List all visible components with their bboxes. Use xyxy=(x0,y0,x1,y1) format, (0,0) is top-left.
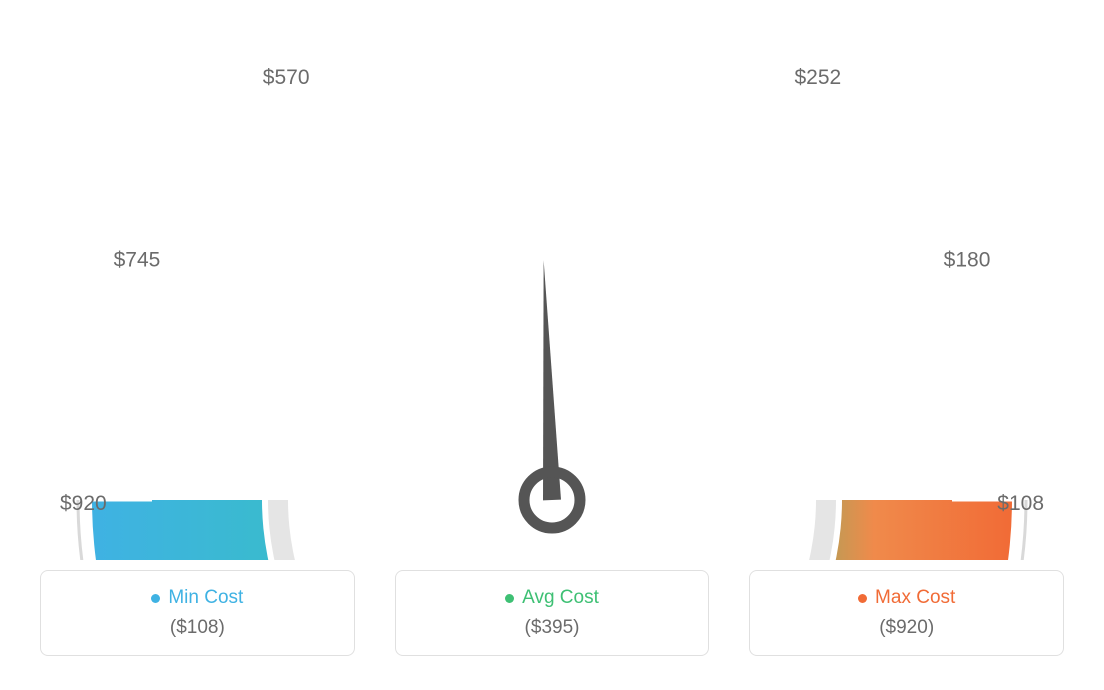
legend-title-text: Max Cost xyxy=(875,587,955,609)
gauge-tick-label: $570 xyxy=(263,66,310,89)
legend-title: Avg Cost xyxy=(505,587,599,609)
gauge-tick-label: $252 xyxy=(794,66,841,89)
gauge-tick-label: $745 xyxy=(114,249,161,272)
legend-dot xyxy=(858,594,867,603)
gauge-tick-label: $180 xyxy=(944,249,991,272)
gauge-needle xyxy=(543,260,561,500)
gauge-chart: $108$180$252$395$570$745$920 xyxy=(0,0,1104,560)
legend-value: ($395) xyxy=(406,617,699,639)
legend-value: ($108) xyxy=(51,617,344,639)
gauge-tick-label: $920 xyxy=(60,492,107,515)
legend-card: Avg Cost ($395) xyxy=(395,570,710,656)
legend-row: Min Cost ($108) Avg Cost ($395) Max Cost ($92… xyxy=(0,570,1104,656)
legend-title: Max Cost xyxy=(858,587,955,609)
legend-card: Max Cost ($920) xyxy=(749,570,1064,656)
legend-card: Min Cost ($108) xyxy=(40,570,355,656)
gauge-tick-label: $108 xyxy=(997,492,1044,515)
legend-title: Min Cost xyxy=(151,587,243,609)
legend-title-text: Avg Cost xyxy=(522,587,599,609)
legend-value: ($920) xyxy=(760,617,1053,639)
gauge-svg: $108$180$252$395$570$745$920 xyxy=(0,0,1104,560)
legend-dot xyxy=(505,594,514,603)
legend-dot xyxy=(151,594,160,603)
legend-title-text: Min Cost xyxy=(168,587,243,609)
